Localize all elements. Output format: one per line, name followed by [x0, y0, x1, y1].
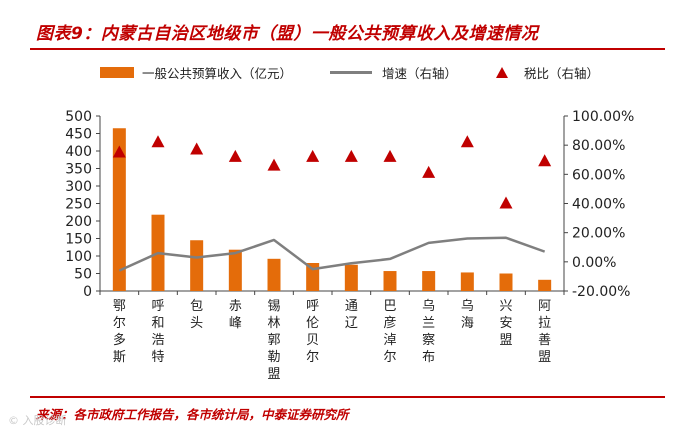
tax-ratio-marker [267, 158, 281, 171]
category-label: 兴安盟 [499, 299, 512, 348]
right-axis-tick-label: 60.00% [572, 167, 625, 183]
tax-ratio-marker [344, 149, 358, 162]
category-label: 包头 [190, 299, 203, 331]
legend-triangle-icon [496, 67, 508, 78]
category-label: 呼和浩特 [151, 299, 164, 365]
chart-title: 图表9：内蒙古自治区地级市（盟）一般公共预算收入及增速情况 [36, 24, 539, 44]
bar-revenue [383, 271, 397, 291]
left-axis-tick-label: 400 [65, 144, 92, 160]
category-label: 通辽 [345, 299, 358, 331]
left-axis-tick-label: 100 [65, 249, 92, 265]
left-axis-tick-label: 500 [65, 109, 92, 125]
legend-label-tax-ratio: 税比（右轴） [524, 66, 600, 81]
category-label: 巴彦淖尔 [383, 299, 396, 365]
category-label: 赤峰 [229, 299, 242, 331]
right-axis-tick-label: -20.00% [572, 284, 630, 300]
left-axis-tick-label: 300 [65, 179, 92, 195]
source-note: 来源：各市政府工作报告，各市统计局，中泰证券研究所 [36, 407, 349, 422]
tax-ratio-marker [460, 135, 474, 148]
tax-ratio-marker [422, 165, 436, 178]
category-label: 阿拉善盟 [538, 299, 551, 365]
legend: 一般公共预算收入（亿元） 增速（右轴） 税比（右轴） [0, 63, 695, 87]
title-rule [30, 48, 665, 50]
tax-ratio-marker [306, 149, 320, 162]
bar-revenue [306, 263, 320, 291]
legend-item-tax-ratio: 税比（右轴） [496, 63, 599, 82]
bar-revenue [190, 240, 204, 291]
bar-revenue [422, 271, 436, 291]
left-axis-tick-label: 250 [65, 197, 92, 213]
category-label: 呼伦贝尔 [306, 299, 319, 365]
bar-revenue [112, 128, 126, 291]
title-bar: 图表9：内蒙古自治区地级市（盟）一般公共预算收入及增速情况 [0, 0, 695, 48]
left-axis-tick-label: 350 [65, 162, 92, 178]
growth-line [118, 236, 546, 272]
tax-ratio-marker [151, 135, 165, 148]
category-label: 锡林郭勒盟 [267, 299, 280, 382]
left-axis-tick-label: 450 [65, 127, 92, 143]
bar-revenue [499, 273, 513, 291]
left-axis-tick-label: 200 [65, 214, 92, 230]
legend-line-swatch [330, 71, 372, 74]
tax-ratio-marker [538, 154, 552, 167]
tax-ratio-marker [228, 149, 242, 162]
right-axis-tick-label: 80.00% [572, 138, 625, 154]
bar-revenue [344, 264, 358, 291]
bar-revenue [228, 249, 242, 291]
category-label: 鄂尔多斯 [113, 299, 126, 365]
legend-label-growth: 增速（右轴） [382, 66, 458, 81]
left-axis-tick-label: 150 [65, 232, 92, 248]
watermark: © 入股诊断 [8, 414, 67, 427]
tax-ratio-marker [112, 145, 126, 158]
right-axis-tick-label: 20.00% [572, 226, 625, 242]
right-axis-tick-label: 100.00% [572, 109, 634, 125]
legend-item-growth: 增速（右轴） [330, 63, 457, 82]
right-axis-tick-label: 40.00% [572, 197, 625, 213]
legend-bar-swatch [100, 67, 134, 78]
tax-ratio-marker [383, 149, 397, 162]
tax-ratio-marker [499, 196, 513, 209]
category-label: 乌兰察布 [422, 298, 435, 365]
bar-revenue [538, 279, 552, 291]
legend-label-revenue: 一般公共预算收入（亿元） [142, 66, 293, 81]
source-rule [30, 396, 665, 398]
category-label: 乌海 [461, 298, 474, 331]
right-axis-tick-label: 0.00% [572, 255, 616, 271]
legend-item-revenue: 一般公共预算收入（亿元） [100, 63, 292, 82]
left-axis-tick-label: 0 [83, 284, 92, 300]
left-axis-tick-label: 50 [74, 267, 92, 283]
bar-revenue [460, 272, 474, 291]
bar-revenue [267, 258, 281, 291]
tax-ratio-marker [190, 142, 204, 155]
